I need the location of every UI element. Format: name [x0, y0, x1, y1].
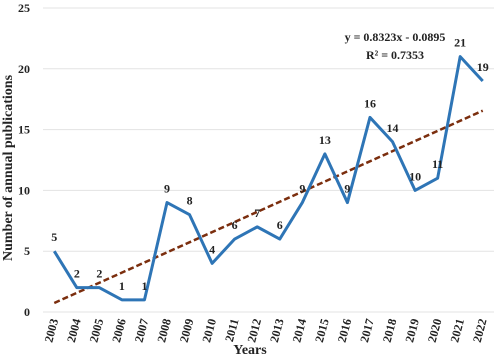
x-tick-label: 2006 [109, 317, 129, 344]
data-label: 19 [477, 60, 489, 74]
x-tick-label: 2019 [402, 317, 422, 344]
data-label: 10 [409, 169, 421, 183]
data-label: 9 [299, 182, 305, 196]
x-tick-label: 2005 [87, 317, 107, 344]
x-tick-label: 2013 [267, 317, 287, 344]
trend-equation: y = 0.8323x - 0.0895 [345, 30, 446, 44]
x-tick-label: 2018 [380, 317, 400, 344]
y-tick-label: 10 [18, 183, 30, 197]
trendline [53, 109, 484, 305]
x-axis-label: Years [233, 343, 267, 358]
data-label: 16 [364, 96, 376, 110]
x-tick-label: 2004 [64, 317, 84, 344]
x-tick-label: 2017 [357, 317, 377, 344]
y-tick-label: 20 [18, 62, 30, 76]
x-tick-label: 2012 [244, 317, 264, 344]
data-label: 2 [74, 267, 80, 281]
data-label: 14 [387, 121, 399, 135]
data-label: 8 [187, 194, 193, 208]
x-tick-label: 2016 [335, 317, 355, 344]
data-label: 9 [164, 182, 170, 196]
x-tick-label: 2022 [470, 317, 490, 344]
data-label: 1 [119, 279, 125, 293]
x-tick-label: 2010 [199, 317, 219, 344]
line [52, 55, 484, 302]
data-label: 4 [209, 242, 215, 256]
x-tick-label: 2008 [154, 317, 174, 344]
y-tick-label: 0 [24, 305, 30, 319]
x-tick-label: 2003 [41, 317, 61, 344]
data-label: 1 [141, 279, 147, 293]
x-tick-label: 2009 [177, 317, 197, 344]
data-label: 13 [319, 133, 331, 147]
x-tick-label: 2015 [312, 317, 332, 344]
data-label: 21 [454, 36, 466, 50]
x-tick-label: 2021 [447, 317, 467, 344]
y-tick-label: 5 [24, 244, 30, 258]
data-label: 11 [432, 157, 443, 171]
y-axis-label: Number of annual publications [1, 74, 16, 261]
x-tick-label: 2014 [289, 317, 309, 344]
data-label: 2 [96, 267, 102, 281]
data-label: 6 [232, 218, 238, 232]
data-label: 9 [344, 182, 350, 196]
x-tick-label: 2007 [132, 317, 152, 344]
y-tick-label: 15 [18, 123, 30, 137]
trend-r-squared: R² = 0.7353 [366, 48, 424, 62]
data-label: 5 [51, 230, 57, 244]
x-tick-label: 2011 [222, 317, 242, 343]
data-label: 7 [254, 206, 260, 220]
x-tick-label: 2020 [425, 317, 445, 344]
y-tick-label: 25 [18, 1, 30, 15]
data-label: 6 [277, 218, 283, 232]
